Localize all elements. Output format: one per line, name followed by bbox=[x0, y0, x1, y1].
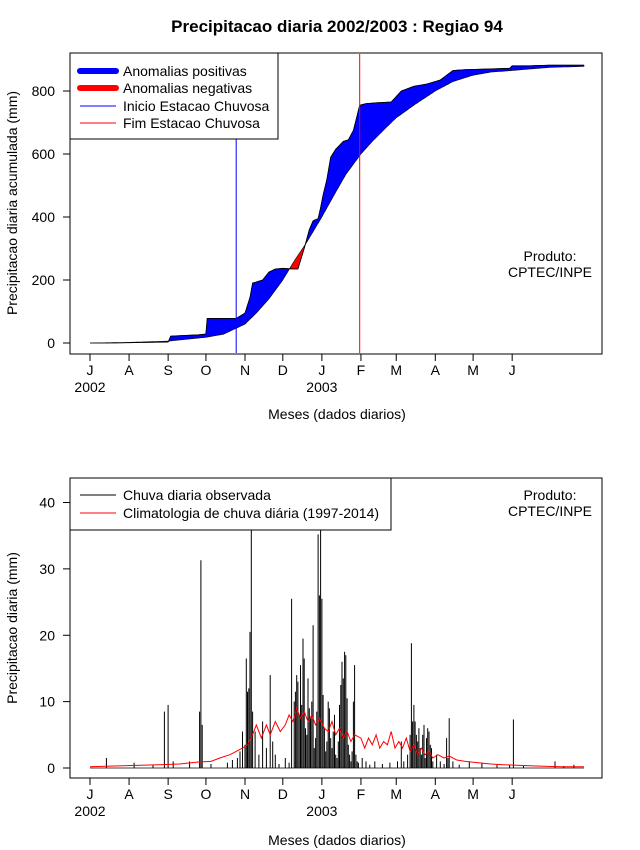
x-axis-label-bottom: Meses (dados diarios) bbox=[268, 832, 406, 848]
legend-bottom: Chuva diaria observada Climatologia de c… bbox=[69, 477, 392, 531]
x-tick-label-0: J bbox=[87, 786, 94, 802]
year-label-0: 2002 bbox=[74, 803, 105, 819]
product-note-bottom-line1: Produto: bbox=[524, 487, 577, 503]
anomaly-areas bbox=[90, 64, 585, 344]
x-tick-label-0: J bbox=[87, 362, 94, 378]
y-tick-label-0: 0 bbox=[47, 335, 55, 351]
x-tick-label-3: O bbox=[200, 786, 211, 802]
y-tick-label-2: 20 bbox=[39, 627, 55, 643]
legend-top: Anomalias positivas Anomalias negativas … bbox=[69, 52, 279, 140]
x-tick-label-7: F bbox=[357, 786, 366, 802]
x-tick-label-3: O bbox=[200, 362, 211, 378]
y-tick-label-4: 40 bbox=[39, 495, 55, 511]
product-note-line1: Produto: bbox=[524, 248, 577, 264]
x-tick-label-10: M bbox=[467, 362, 479, 378]
positive-anomaly-area-4 bbox=[305, 64, 585, 246]
y-axis-bottom: 0 10 20 30 40 bbox=[39, 495, 71, 776]
cumulative-panel: Precipitacao diaria 2002/2003 : Regiao 9… bbox=[4, 17, 603, 422]
x-tick-label-1: A bbox=[124, 362, 134, 378]
y-tick-label-2: 400 bbox=[32, 209, 56, 225]
x-tick-label-5: D bbox=[278, 362, 288, 378]
chart-title: Precipitacao diaria 2002/2003 : Regiao 9… bbox=[171, 17, 503, 36]
observed-cumulative-line bbox=[90, 64, 584, 344]
year-label-1: 2003 bbox=[306, 379, 337, 395]
x-tick-label-7: F bbox=[357, 362, 366, 378]
y-tick-label-4: 800 bbox=[32, 83, 56, 99]
x-tick-label-5: D bbox=[278, 786, 288, 802]
x-tick-label-11: J bbox=[509, 362, 516, 378]
x-tick-label-6: J bbox=[318, 786, 325, 802]
x-tick-label-2: S bbox=[163, 362, 172, 378]
daily-rain-bars bbox=[90, 522, 584, 769]
y-axis-top: 0 200 400 600 800 bbox=[32, 83, 71, 351]
x-tick-label-6: J bbox=[318, 362, 325, 378]
climatology-line bbox=[89, 706, 584, 768]
x-tick-label-9: A bbox=[431, 362, 441, 378]
positive-anomaly-area-2 bbox=[169, 266, 291, 342]
x-tick-label-8: M bbox=[390, 362, 402, 378]
negative-anomaly-area-3 bbox=[290, 243, 306, 270]
x-tick-label-1: A bbox=[124, 786, 134, 802]
x-tick-label-11: J bbox=[509, 786, 516, 802]
x-tick-label-4: N bbox=[240, 786, 250, 802]
x-tick-label-9: A bbox=[431, 786, 441, 802]
x-tick-label-4: N bbox=[240, 362, 250, 378]
x-tick-label-2: S bbox=[163, 786, 172, 802]
legend-label-end: Fim Estacao Chuvosa bbox=[123, 115, 260, 131]
year-label-0: 2002 bbox=[74, 379, 105, 395]
legend-box-bottom bbox=[69, 477, 392, 531]
x-axis-label-top: Meses (dados diarios) bbox=[268, 406, 406, 422]
x-tick-label-10: M bbox=[467, 786, 479, 802]
legend-label-onset: Inicio Estacao Chuvosa bbox=[123, 98, 270, 114]
product-note-bottom-line2: CPTEC/INPE bbox=[508, 503, 592, 519]
y-tick-label-3: 30 bbox=[39, 561, 55, 577]
y-axis-label-bottom: Precipitacao diaria (mm) bbox=[4, 552, 20, 704]
legend-box-top bbox=[69, 52, 279, 140]
y-tick-label-1: 200 bbox=[32, 272, 56, 288]
y-tick-label-3: 600 bbox=[32, 146, 56, 162]
product-note-line2: CPTEC/INPE bbox=[508, 264, 592, 280]
y-tick-label-0: 0 bbox=[47, 760, 55, 776]
legend-label-negative: Anomalias negativas bbox=[123, 80, 252, 96]
y-tick-label-1: 10 bbox=[39, 694, 55, 710]
y-axis-label-top: Precipitacao diaria acumulada (mm) bbox=[4, 91, 20, 315]
legend-label-observed: Chuva diaria observada bbox=[123, 487, 271, 503]
legend-label-climatology: Climatologia de chuva diária (1997-2014) bbox=[123, 505, 379, 521]
year-label-1: 2003 bbox=[306, 803, 337, 819]
legend-label-positive: Anomalias positivas bbox=[123, 63, 247, 79]
x-tick-label-8: M bbox=[390, 786, 402, 802]
climatology-daily-line bbox=[89, 706, 584, 768]
